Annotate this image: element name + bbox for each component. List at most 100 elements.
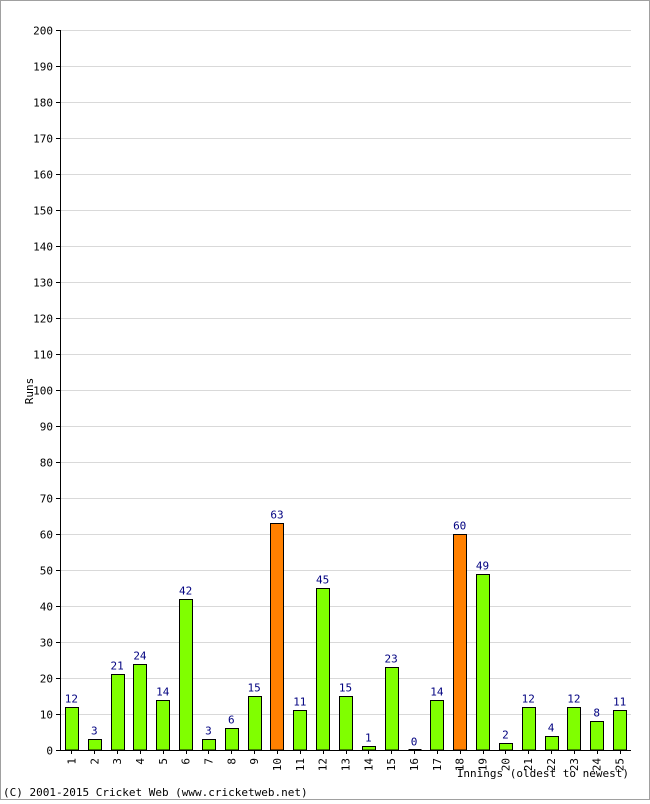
axes	[56, 30, 631, 754]
x-tick-label: 11	[294, 758, 307, 771]
bar-value-label: 24	[133, 650, 147, 663]
y-tick-label: 10	[40, 709, 53, 722]
bar	[385, 667, 399, 751]
x-tick-label: 8	[225, 758, 238, 765]
x-tick-label: 13	[340, 758, 353, 771]
y-tick-label: 170	[33, 133, 53, 146]
y-tick-label: 90	[40, 421, 53, 434]
bar-value-label: 45	[316, 574, 329, 587]
bar	[225, 728, 239, 751]
bar-value-label: 63	[270, 509, 283, 522]
bar-value-label: 12	[522, 693, 535, 706]
bar-value-label: 3	[205, 725, 212, 738]
y-tick-label: 130	[33, 277, 53, 290]
bar-value-label: 11	[613, 696, 626, 709]
x-tick-label: 20	[499, 758, 512, 771]
bar-value-label: 3	[91, 725, 98, 738]
bars	[65, 523, 627, 751]
bar	[133, 664, 147, 751]
x-tick-label: 24	[591, 758, 604, 772]
x-tick-label: 25	[614, 758, 627, 771]
y-tick-label: 200	[33, 25, 53, 38]
y-tick-label: 100	[33, 385, 53, 398]
bar	[156, 700, 170, 751]
bar-value-label: 49	[476, 560, 489, 573]
bar-value-label: 60	[453, 520, 466, 533]
bar	[316, 588, 330, 751]
bar	[88, 739, 102, 751]
x-tick-label: 17	[431, 758, 444, 771]
bar	[430, 700, 444, 751]
bar	[476, 574, 490, 751]
bar-value-label: 12	[567, 693, 580, 706]
copyright-footer: (C) 2001-2015 Cricket Web (www.cricketwe…	[3, 786, 308, 799]
y-tick-label: 140	[33, 241, 53, 254]
bar	[590, 721, 604, 751]
bar	[202, 739, 216, 751]
x-tick-label: 19	[477, 758, 490, 771]
bar-value-label: 15	[248, 682, 261, 695]
x-tick-label: 2	[88, 758, 101, 765]
x-tick-label: 5	[157, 758, 170, 765]
y-tick-label: 40	[40, 601, 53, 614]
bar	[339, 696, 353, 751]
x-tick-label: 15	[385, 758, 398, 771]
x-tick-label: 16	[408, 758, 421, 771]
bar-value-label: 6	[228, 714, 235, 727]
bar	[65, 707, 79, 751]
bar-highlight	[453, 534, 467, 751]
x-tick-label: 23	[568, 758, 581, 771]
bar-value-label: 11	[293, 696, 306, 709]
y-tick-label: 70	[40, 493, 53, 506]
bar-value-label: 8	[593, 707, 600, 720]
y-tick-label: 30	[40, 637, 53, 650]
x-tick-label: 1	[65, 758, 78, 765]
y-tick-label: 180	[33, 97, 53, 110]
y-tick-label: 160	[33, 169, 53, 182]
bar	[499, 743, 513, 751]
x-axis-title: Innings (oldest to newest)	[457, 767, 629, 780]
bar	[567, 707, 581, 751]
bar	[522, 707, 536, 751]
bar	[111, 674, 125, 751]
bar-value-label: 0	[411, 736, 418, 749]
bar-value-label: 21	[110, 660, 123, 673]
y-tick-label: 110	[33, 349, 53, 362]
bar-value-label: 2	[502, 729, 509, 742]
bar	[613, 710, 627, 751]
bar	[248, 696, 262, 751]
x-tick-label: 4	[134, 758, 147, 765]
x-tick-label: 12	[317, 758, 330, 771]
y-tick-label: 50	[40, 565, 53, 578]
bar-value-label: 15	[339, 682, 352, 695]
bar-value-label: 4	[548, 722, 555, 735]
bar-value-label: 42	[179, 585, 192, 598]
y-tick-label: 190	[33, 61, 53, 74]
x-tick-label: 22	[545, 758, 558, 771]
x-tick-label: 6	[180, 758, 193, 765]
y-tick-label: 150	[33, 205, 53, 218]
bar	[362, 746, 376, 751]
x-tick-label: 9	[248, 758, 261, 765]
bar-value-label: 1	[365, 732, 372, 745]
x-tick-label: 18	[454, 758, 467, 771]
bar-value-label: 14	[430, 686, 444, 699]
x-tick-label: 10	[271, 758, 284, 771]
y-tick-label: 60	[40, 529, 53, 542]
bar-highlight	[270, 523, 284, 751]
y-tick-label: 20	[40, 673, 53, 686]
bar-value-label: 12	[65, 693, 78, 706]
bar	[179, 599, 193, 751]
bar	[293, 710, 307, 751]
labels: 0102030405060708090100110120130140150160…	[33, 25, 626, 772]
bar	[545, 736, 559, 751]
bar-value-label: 23	[385, 653, 398, 666]
x-tick-label: 3	[111, 758, 124, 765]
y-tick-label: 120	[33, 313, 53, 326]
y-tick-label: 80	[40, 457, 53, 470]
y-axis-title: Runs	[23, 378, 36, 405]
bar-value-label: 14	[156, 686, 170, 699]
x-tick-label: 14	[362, 758, 375, 772]
